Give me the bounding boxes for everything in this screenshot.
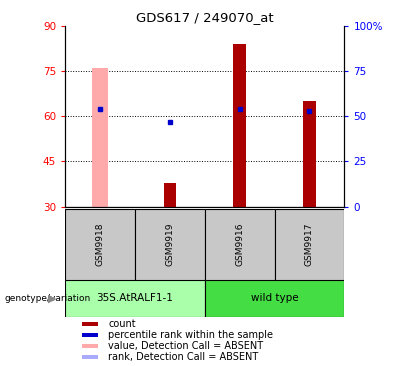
Title: GDS617 / 249070_at: GDS617 / 249070_at — [136, 11, 273, 25]
Text: GSM9919: GSM9919 — [165, 223, 174, 266]
Text: GSM9917: GSM9917 — [305, 223, 314, 266]
Text: value, Detection Call = ABSENT: value, Detection Call = ABSENT — [108, 341, 263, 351]
Text: rank, Detection Call = ABSENT: rank, Detection Call = ABSENT — [108, 352, 259, 362]
Bar — [234, 44, 246, 207]
Bar — [82, 355, 98, 359]
Text: GSM9918: GSM9918 — [95, 223, 105, 266]
Bar — [65, 209, 135, 280]
Text: 35S.AtRALF1-1: 35S.AtRALF1-1 — [97, 293, 173, 303]
Bar — [92, 68, 108, 207]
Bar — [65, 280, 205, 317]
Bar — [303, 101, 316, 207]
Bar — [82, 344, 98, 348]
Bar — [163, 183, 176, 207]
Text: percentile rank within the sample: percentile rank within the sample — [108, 330, 273, 340]
Text: ▶: ▶ — [48, 293, 57, 303]
Text: GSM9916: GSM9916 — [235, 223, 244, 266]
Text: wild type: wild type — [251, 293, 298, 303]
Bar — [82, 322, 98, 326]
Bar — [135, 209, 205, 280]
Bar — [205, 209, 275, 280]
Bar — [275, 209, 344, 280]
Text: count: count — [108, 319, 136, 329]
Bar — [82, 333, 98, 337]
Text: genotype/variation: genotype/variation — [4, 294, 90, 303]
Bar — [205, 280, 344, 317]
